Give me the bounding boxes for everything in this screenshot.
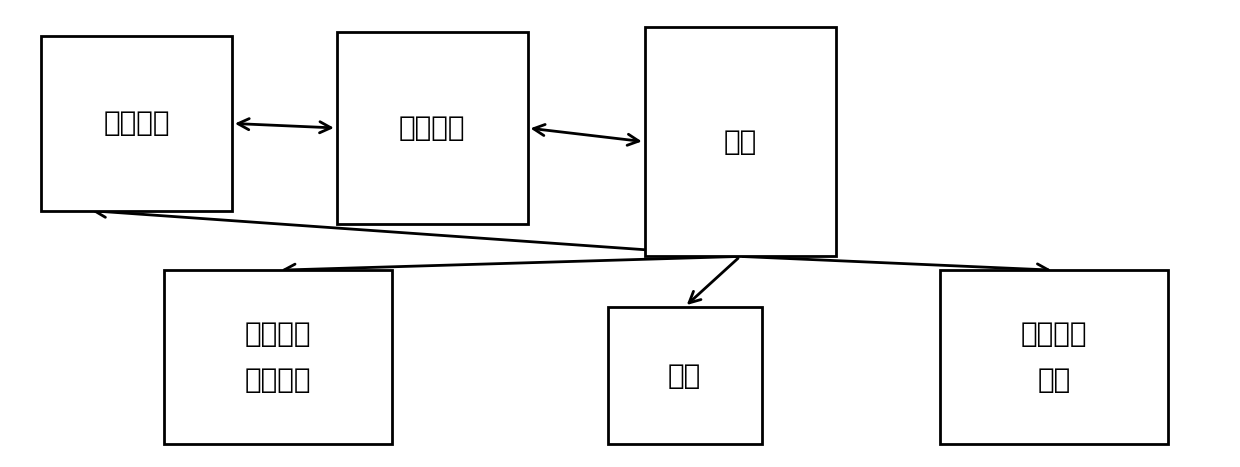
Text: 输出控制: 输出控制 <box>1021 320 1087 348</box>
Text: 主机: 主机 <box>723 128 756 156</box>
Text: 传输模块: 传输模块 <box>399 114 465 142</box>
FancyBboxPatch shape <box>608 307 761 445</box>
Text: 光源: 光源 <box>668 361 702 389</box>
FancyBboxPatch shape <box>164 270 392 445</box>
Text: 模块: 模块 <box>1038 366 1071 394</box>
FancyBboxPatch shape <box>337 32 528 224</box>
FancyBboxPatch shape <box>41 36 232 211</box>
Text: 触发模块: 触发模块 <box>246 366 311 394</box>
FancyBboxPatch shape <box>940 270 1168 445</box>
Text: 高速相机: 高速相机 <box>103 109 170 137</box>
Text: 电流检测: 电流检测 <box>246 320 311 348</box>
FancyBboxPatch shape <box>645 27 836 256</box>
